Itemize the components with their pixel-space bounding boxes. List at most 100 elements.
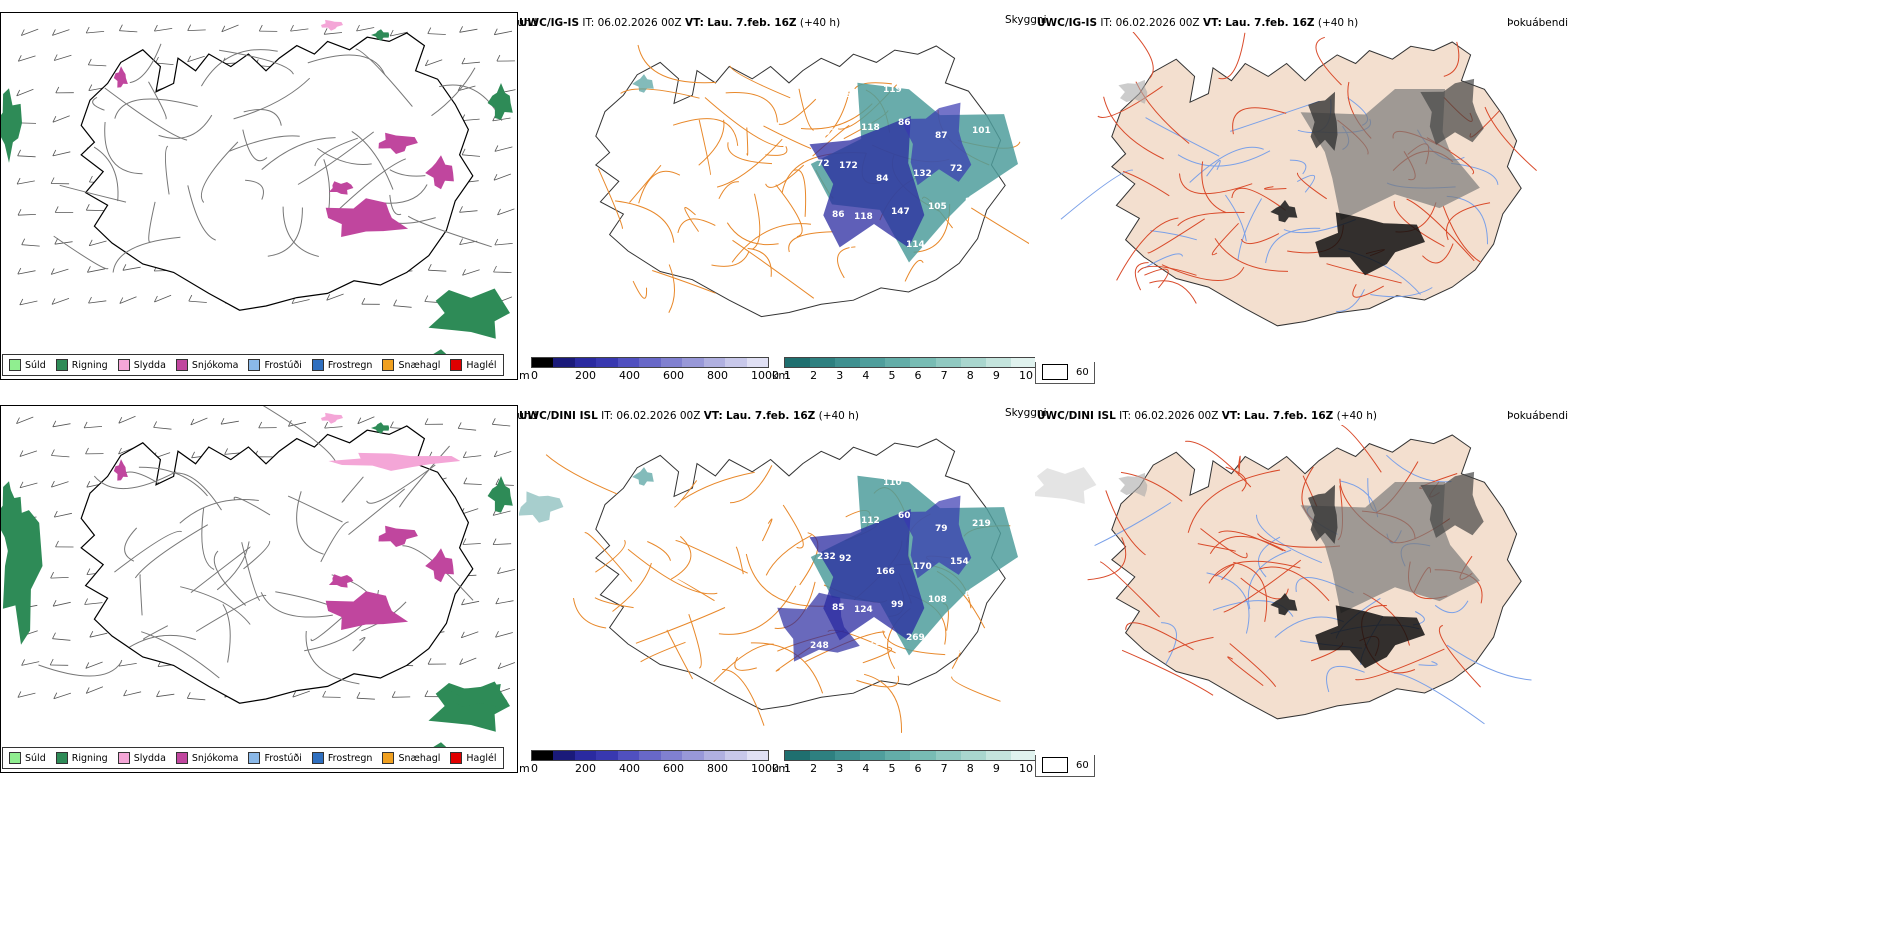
it-label: IT: [601, 410, 614, 422]
legend-swatch [9, 359, 21, 371]
legend-swatch [9, 752, 21, 764]
colorbar-unit: km [772, 762, 790, 775]
ceiling-label: 97 [846, 90, 859, 100]
ceiling-label: 26 [810, 248, 823, 258]
colorbar-tick: 1000 [751, 369, 779, 382]
legend-label: Snæhagl [398, 752, 441, 764]
fog-map[interactable] [1035, 30, 1555, 362]
colorbar-tick: 5 [888, 369, 896, 382]
colorbar-tick: 0 [531, 369, 538, 382]
colorbar-strip [531, 750, 769, 761]
it-label: IT: [1100, 17, 1113, 29]
vt-value: Lau. 7.feb. 16Z [1244, 410, 1334, 422]
it-value: 06.02.2026 00Z [597, 17, 682, 29]
legend-item: Frostúði [248, 752, 302, 764]
legend-label: Slydda [133, 752, 166, 764]
legend-swatch [311, 359, 324, 371]
model-name: UWC/DINI ISL [1037, 410, 1116, 422]
legend-item: Frostregn [311, 752, 373, 764]
ceiling-label: 132 [913, 169, 932, 179]
legend-swatch [311, 752, 324, 764]
ceiling-map[interactable]: 31 97 119 212 97 92 118 86 87 101 172 84 132 72 72 118 1… [519, 34, 1056, 349]
ceiling-map-svg: 31 97 119 212 97 92 118 86 87 101 172 84 132 72 72 118 1… [594, 44, 1056, 318]
ceiling-label: 112 [861, 516, 880, 526]
ceiling-label: 170 [913, 562, 932, 572]
ceiling-label: 118 [854, 212, 873, 222]
ceiling-label: 166 [876, 567, 895, 577]
colorbar-tick: 200 [575, 762, 596, 775]
vt-label: VT: [684, 17, 704, 29]
legend-item: Frostregn [311, 359, 373, 371]
colorbar-tick: 200 [575, 369, 596, 382]
legend-label: Frostregn [327, 752, 373, 764]
colorbar-tick: 800 [707, 762, 728, 775]
ceiling-label: 219 [972, 519, 991, 529]
colorbar-unit: m [519, 369, 530, 382]
legend-label: Frostregn [327, 359, 373, 371]
legend-item: Frostúði [248, 359, 302, 371]
legend-swatch [450, 359, 463, 371]
colorbar-tick: 8 [966, 762, 974, 775]
legend-item: Súld [9, 752, 46, 764]
cloud-legend-swatch [1042, 757, 1068, 773]
ceiling-label: 269 [906, 633, 925, 643]
it-label: IT: [582, 17, 595, 29]
ceiling-label: 100 [869, 245, 888, 255]
colorbar-tick: 2 [810, 369, 818, 382]
lead-time: (+40 h) [1336, 410, 1377, 422]
legend-swatch [175, 752, 188, 764]
precip-map[interactable] [0, 12, 518, 380]
legend-item: Haglél [450, 359, 497, 371]
colorbar-tick: 9 [992, 762, 1000, 775]
cloud-legend-label: 60 [1076, 759, 1089, 771]
legend-label: Slydda [133, 359, 166, 371]
vt-label: VT: [1202, 17, 1222, 29]
fog-map[interactable] [1030, 422, 1555, 755]
colorbar-tick: 800 [707, 369, 728, 382]
colorbar-tick: 7 [940, 369, 948, 382]
legend-item: Snæhagl [382, 359, 440, 371]
ceiling-label: 86 [832, 210, 845, 220]
legend-label: Frostúði [264, 752, 302, 764]
legend-item: Rigning [55, 752, 108, 764]
colorbar-tick: 1000 [751, 762, 779, 775]
ceiling-label: 118 [861, 123, 880, 133]
ceiling-label: 98 [965, 590, 978, 600]
ceiling-label: 108 [928, 595, 947, 605]
colorbar-tick: 8 [966, 369, 974, 382]
cloud-legend-label: 60 [1076, 366, 1089, 378]
ceiling-label: 237 [869, 638, 888, 648]
vt-label: VT: [1221, 410, 1241, 422]
ceiling-label: 101 [972, 126, 991, 136]
colorbar-strip [784, 357, 1037, 368]
ceiling-panel-header: UWC/DINI ISL IT: 06.02.2026 00Z VT: Lau.… [519, 410, 859, 422]
ceiling-map[interactable]: 164 86 110 119 97 205 112 60 79 219 92 166 170 154 232… [518, 427, 1029, 742]
colorbar-tick: 1 [784, 762, 791, 775]
legend-label: Snjókoma [191, 359, 239, 371]
ceiling-label: 147 [891, 207, 910, 217]
legend-item: Haglél [450, 752, 497, 764]
colorbar-strip [784, 750, 1037, 761]
legend-label: Haglél [466, 359, 497, 371]
ceiling-label: 86 [846, 483, 859, 493]
ceiling-label: 72 [817, 159, 830, 169]
colorbar-tick: 10 [1019, 369, 1033, 382]
colorbar-tick: 5 [888, 762, 896, 775]
ceiling-label: 88 [965, 197, 978, 207]
legend-swatch [175, 359, 188, 371]
ceiling-label: 164 [809, 470, 828, 480]
vt-value: Lau. 7.feb. 16Z [1225, 17, 1315, 29]
precip-map[interactable] [0, 405, 518, 773]
ceiling-label: 115 [847, 243, 866, 253]
ceiling-label: 92 [839, 554, 852, 564]
it-value: 06.02.2026 00Z [616, 410, 701, 422]
model-name: UWC/IG-IS [1037, 17, 1098, 29]
colorbar-tick: 400 [619, 762, 640, 775]
ceiling-colorbar: m 0 200 400 600 800 1000 [519, 750, 779, 784]
ceiling-label: 86 [898, 118, 911, 128]
legend-swatch [382, 752, 395, 764]
fog-panel-header: UWC/DINI ISL IT: 06.02.2026 00Z VT: Lau.… [1037, 410, 1377, 422]
ceiling-label: 97 [957, 93, 970, 103]
fog-panel-header: UWC/IG-IS IT: 06.02.2026 00Z VT: Lau. 7.… [1037, 17, 1358, 29]
ceiling-colorbar: m 0 200 400 600 800 1000 [519, 357, 779, 391]
